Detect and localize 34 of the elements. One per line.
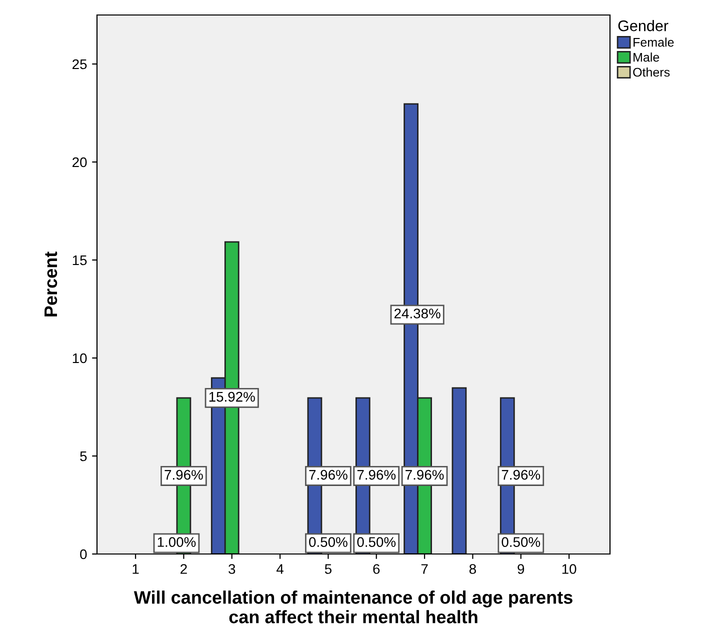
data-label: 7.96% — [502, 470, 540, 480]
y-tick-label: 10 — [72, 353, 87, 364]
data-label: 7.96% — [406, 470, 444, 480]
data-label: 7.96% — [309, 470, 348, 480]
legend-label: Female — [634, 38, 674, 47]
legend-label: Male — [634, 52, 660, 62]
x-tick-label: 2 — [180, 564, 187, 574]
x-tick-label: 8 — [469, 564, 476, 574]
y-tick-label: 20 — [72, 157, 87, 168]
data-label: 15.92% — [209, 392, 255, 402]
y-tick-label: 0 — [80, 549, 87, 560]
annotation: 0.50% — [502, 537, 540, 547]
annotation: 0.50% — [309, 537, 348, 547]
y-tick-label: 15 — [72, 255, 87, 266]
x-axis-title: Will cancellation of maintenance of old age parents can affect their mental health — [134, 590, 572, 624]
y-axis-title: Percent — [44, 252, 58, 316]
y-tick-label: 25 — [72, 59, 87, 70]
x-tick-label: 5 — [324, 564, 332, 574]
x-tick-label: 1 — [132, 564, 139, 574]
data-label: 7.96% — [357, 470, 396, 480]
x-tick-label: 9 — [518, 564, 524, 574]
bar — [452, 387, 467, 554]
x-tick-label: 10 — [562, 564, 576, 574]
annotation: 0.50% — [357, 537, 396, 547]
y-tick-label: 5 — [80, 451, 87, 462]
legend-label: Others — [633, 67, 670, 77]
x-tick-label: 6 — [373, 564, 380, 574]
data-label: 7.96% — [164, 470, 203, 480]
x-tick-label: 3 — [228, 564, 236, 574]
legend-title: Gender — [618, 20, 668, 32]
x-tick-label: 4 — [276, 564, 284, 574]
x-tick-label: 7 — [421, 564, 428, 574]
annotation: 24.38% — [394, 308, 440, 318]
annotation: 1.00% — [158, 537, 196, 547]
